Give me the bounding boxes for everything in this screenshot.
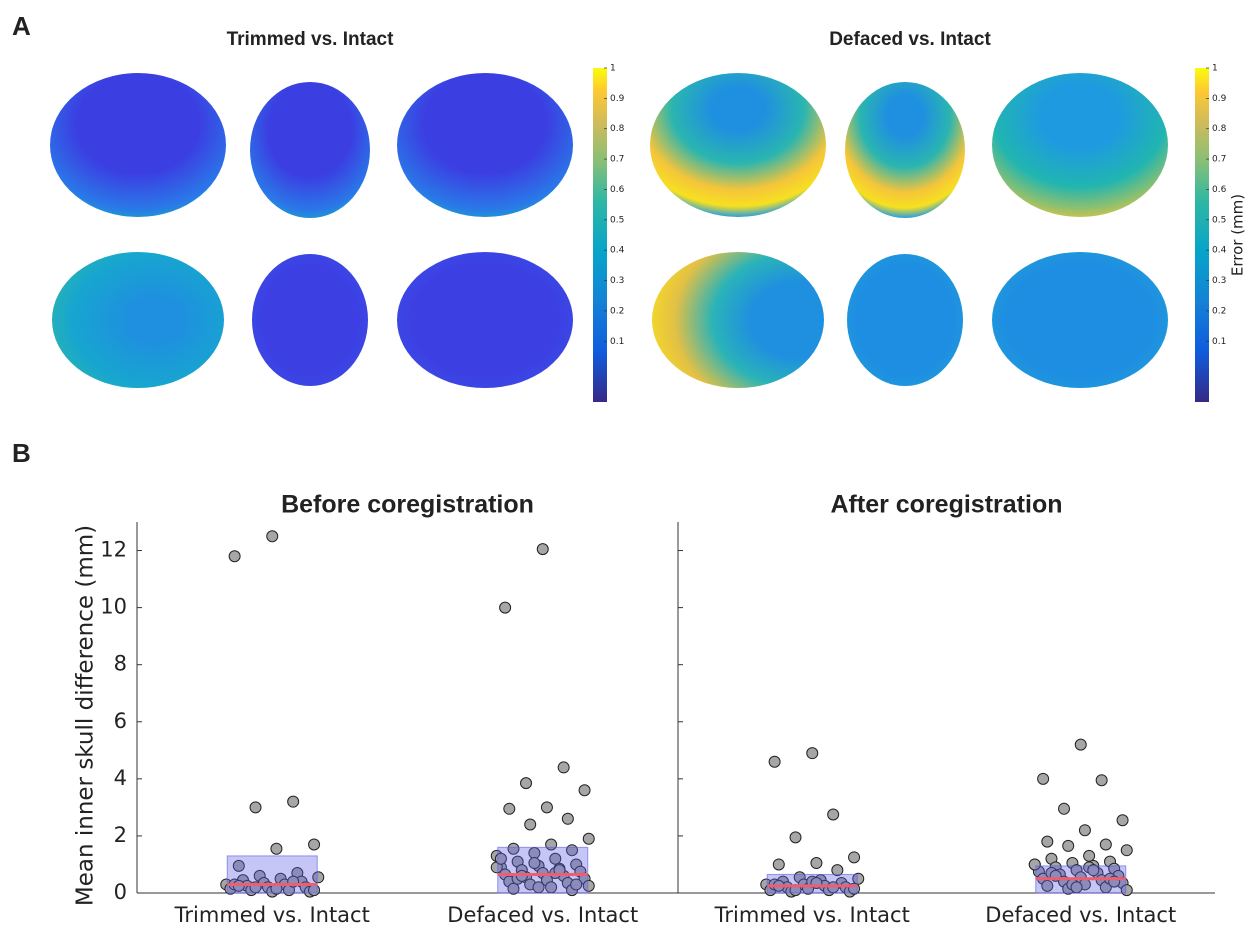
x-tick-label: Defaced vs. Intact: [447, 903, 638, 927]
data-point: [1075, 739, 1086, 750]
y-tick-label: 6: [114, 709, 127, 733]
y-axis-label: Mean inner skull difference (mm): [73, 525, 99, 906]
colorbar-tick-label: 0.6: [1212, 185, 1227, 195]
data-point: [1063, 840, 1074, 851]
box: [498, 847, 588, 893]
data-point: [525, 819, 536, 830]
y-tick-label: 8: [114, 652, 127, 676]
data-point: [504, 803, 515, 814]
data-point: [562, 813, 573, 824]
colorbar-tick-label: 0.6: [610, 185, 625, 195]
data-point: [769, 756, 780, 767]
panel-title: Trimmed vs. Intact: [227, 29, 395, 50]
chart-title: After coregistration: [831, 491, 1063, 519]
colorbar-tick-label: 0.4: [1212, 246, 1227, 256]
colorbar-tick-label: 0.7: [1212, 155, 1226, 165]
colorbar-tick-label: 0.8: [1212, 124, 1227, 134]
data-point: [807, 748, 818, 759]
y-tick-label: 0: [114, 880, 127, 904]
data-point: [1059, 803, 1070, 814]
y-tick-label: 2: [114, 823, 127, 847]
colorbar: [593, 68, 607, 402]
colorbar-tick-label: 0.5: [610, 215, 624, 225]
colorbar-tick-label: 1: [610, 64, 616, 74]
x-tick-label: Trimmed vs. Intact: [174, 903, 370, 927]
data-point: [541, 802, 552, 813]
data-point: [579, 785, 590, 796]
data-point: [828, 809, 839, 820]
colorbar-label: Error (mm): [1229, 194, 1247, 276]
data-point: [1100, 839, 1111, 850]
data-point: [773, 859, 784, 870]
box: [767, 874, 857, 893]
colorbar-tick-label: 0.2: [610, 306, 624, 316]
colorbar-tick-label: 0.5: [1212, 215, 1226, 225]
data-point: [521, 778, 532, 789]
data-point: [583, 833, 594, 844]
panel-label: B: [12, 438, 31, 468]
colorbar-tick-label: 0.7: [610, 155, 624, 165]
y-tick-label: 4: [114, 766, 127, 790]
data-point: [790, 832, 801, 843]
data-point: [849, 852, 860, 863]
colorbar-tick-label: 0.3: [1212, 276, 1226, 286]
colorbar-tick-label: 1: [1212, 64, 1218, 74]
colorbar-tick-label: 0.9: [610, 94, 625, 104]
panel-label: A: [12, 11, 31, 41]
box: [227, 856, 317, 893]
colorbar-tick-label: 0.3: [610, 276, 624, 286]
data-point: [1117, 815, 1128, 826]
data-point: [267, 531, 278, 542]
data-point: [1079, 825, 1090, 836]
data-point: [1042, 836, 1053, 847]
colorbar-tick-label: 0.1: [1212, 337, 1226, 347]
x-tick-label: Defaced vs. Intact: [985, 903, 1176, 927]
data-point: [558, 762, 569, 773]
colorbar-tick-label: 0.4: [610, 246, 625, 256]
colorbar: [1195, 68, 1209, 402]
figure: A Trimmed vs. Intact Defaced vs. Intact …: [0, 0, 1250, 929]
brain-renderings: [50, 73, 1168, 388]
data-point: [1121, 845, 1132, 856]
panel-title: Defaced vs. Intact: [829, 29, 991, 50]
data-point: [500, 602, 511, 613]
data-point: [229, 551, 240, 562]
colorbar-tick-label: 0.8: [610, 124, 625, 134]
chart-title: Before coregistration: [281, 491, 534, 519]
x-tick-label: Trimmed vs. Intact: [714, 903, 910, 927]
y-tick-label: 12: [100, 538, 127, 562]
colorbar-tick-label: 0.1: [610, 337, 624, 347]
data-point: [1084, 850, 1095, 861]
data-point: [811, 858, 822, 869]
colorbar-tick-label: 0.9: [1212, 94, 1227, 104]
data-point: [288, 796, 299, 807]
data-point: [271, 843, 282, 854]
data-point: [1096, 775, 1107, 786]
colorbar-tick-label: 0.2: [1212, 306, 1226, 316]
data-point: [250, 802, 261, 813]
data-point: [309, 839, 320, 850]
data-point: [537, 544, 548, 555]
y-tick-label: 10: [100, 595, 127, 619]
data-point: [1038, 773, 1049, 784]
